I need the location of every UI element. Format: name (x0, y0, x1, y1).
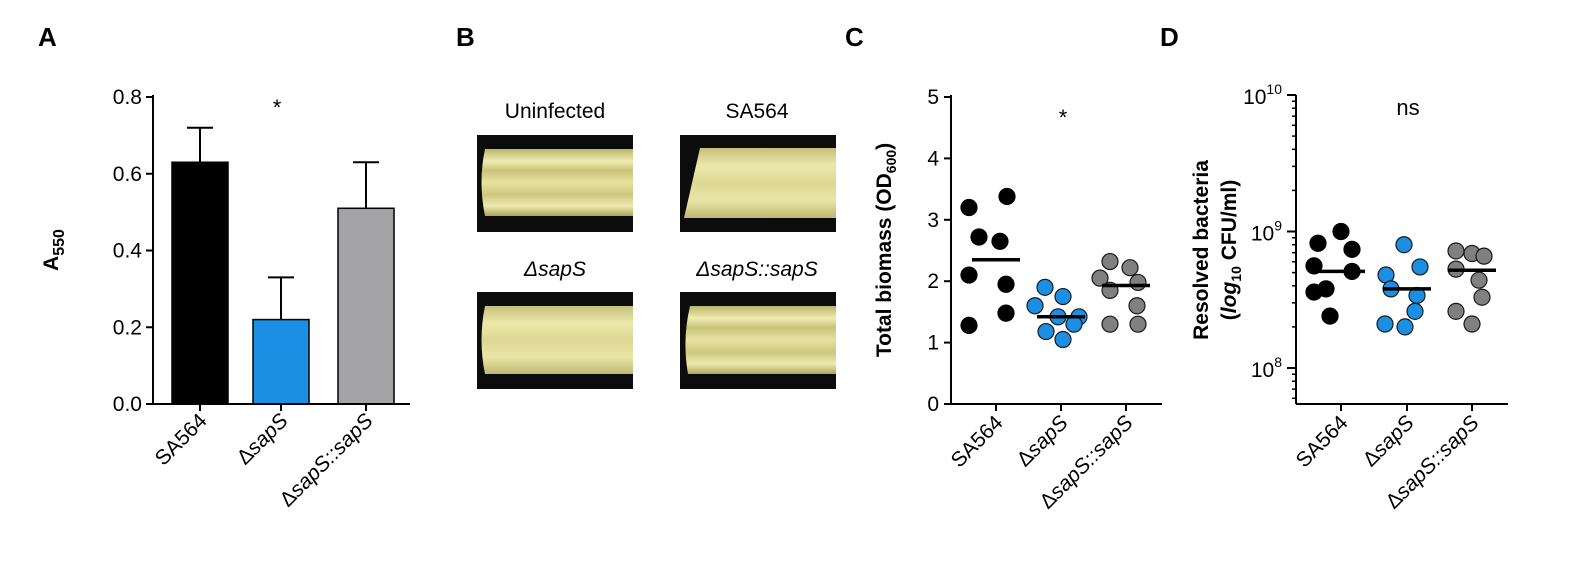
y-tick-label: 0.0 (113, 393, 142, 416)
data-point (960, 316, 978, 335)
x-tick-label-0: SA564 (947, 411, 1008, 472)
y-tick-label: 0 (927, 393, 939, 416)
y-tick-label: 2 (927, 270, 939, 293)
data-point (1321, 307, 1339, 325)
data-point (1473, 288, 1491, 306)
data-point (991, 232, 1009, 250)
significance-label: * (1059, 105, 1068, 130)
data-point (1026, 297, 1044, 315)
tube-photo-sa564 (680, 135, 836, 232)
panel-letter-d: D (1160, 22, 1179, 52)
significance-label: ns (1396, 95, 1419, 120)
data-point (1054, 330, 1072, 349)
data-point (1463, 315, 1481, 333)
tube-label-dsaps: ΔsapS (523, 258, 586, 281)
x-tick-label-0: SA564 (151, 409, 212, 470)
data-point (1091, 269, 1109, 287)
data-point (970, 228, 988, 246)
bar-1 (252, 318, 310, 405)
y-tick-label: 108 (1251, 354, 1282, 382)
data-point (1411, 258, 1429, 276)
data-point (1101, 252, 1119, 271)
y-axis-label: Total biomass (OD600) (873, 143, 899, 357)
data-point (1065, 315, 1083, 333)
significance-label: * (273, 95, 282, 120)
panel-letter-c: C (845, 22, 864, 52)
data-point (1129, 315, 1147, 333)
y-tick-label: 1 (927, 332, 939, 355)
data-point (1470, 271, 1488, 289)
tube-photo-dsaps-saps (680, 292, 836, 389)
data-point (1036, 278, 1054, 296)
data-point (1054, 287, 1072, 306)
x-tick-label-1: ΔsapS (1012, 411, 1072, 471)
data-point (1475, 247, 1493, 265)
tube-label-uninfected: Uninfected (505, 100, 605, 123)
y-tick-label: 1010 (1243, 81, 1282, 109)
data-point (1128, 297, 1146, 315)
data-point (997, 304, 1015, 322)
data-point (1332, 222, 1350, 241)
data-point (998, 187, 1016, 206)
y-tick-label: 0.8 (113, 86, 142, 109)
data-point (1121, 259, 1139, 277)
x-tick-label-1: ΔsapS (1358, 411, 1418, 471)
data-point (960, 266, 978, 284)
y-tick-label: 109 (1251, 218, 1282, 246)
y-tick-label: 5 (927, 86, 939, 109)
data-point (1309, 234, 1327, 252)
y-tick-label: 0.4 (113, 240, 143, 263)
bar-2 (337, 207, 395, 405)
data-point (1101, 315, 1119, 333)
panel-letter-b: B (456, 22, 475, 52)
y-tick-label: 0.2 (113, 316, 142, 339)
data-point (1395, 236, 1413, 254)
tube-photo-dsaps (477, 292, 633, 389)
y-axis-label-unit: (log10 CFU/ml) (1218, 180, 1244, 320)
panel-letter-a: A (38, 22, 57, 52)
data-point (1447, 302, 1465, 320)
data-point (1343, 240, 1361, 258)
y-tick-label: 4 (927, 147, 939, 170)
y-tick-label: 3 (927, 209, 939, 232)
data-point (1406, 302, 1424, 320)
x-tick-label-0: SA564 (1292, 411, 1353, 472)
data-point (960, 198, 978, 217)
data-point (1376, 315, 1394, 333)
y-axis-label: A550 (40, 229, 68, 271)
data-point (997, 275, 1015, 293)
y-axis-label: Resolved bacteria (1190, 160, 1213, 340)
data-point (1396, 318, 1414, 336)
x-tick-label-1: ΔsapS (232, 409, 292, 469)
tube-label-sa564: SA564 (725, 100, 788, 123)
data-point (1305, 283, 1323, 301)
panel-b-tube-photos: Uninfected SA564 ΔsapS ΔsapS::sapS (477, 100, 836, 389)
tube-photo-uninfected (477, 135, 633, 232)
y-tick-label: 0.6 (113, 163, 142, 186)
data-point (1037, 322, 1055, 341)
data-point (1129, 273, 1147, 292)
bar-0 (171, 161, 229, 405)
tube-label-dsaps-saps: ΔsapS::sapS (695, 258, 818, 281)
data-point (1447, 242, 1465, 260)
